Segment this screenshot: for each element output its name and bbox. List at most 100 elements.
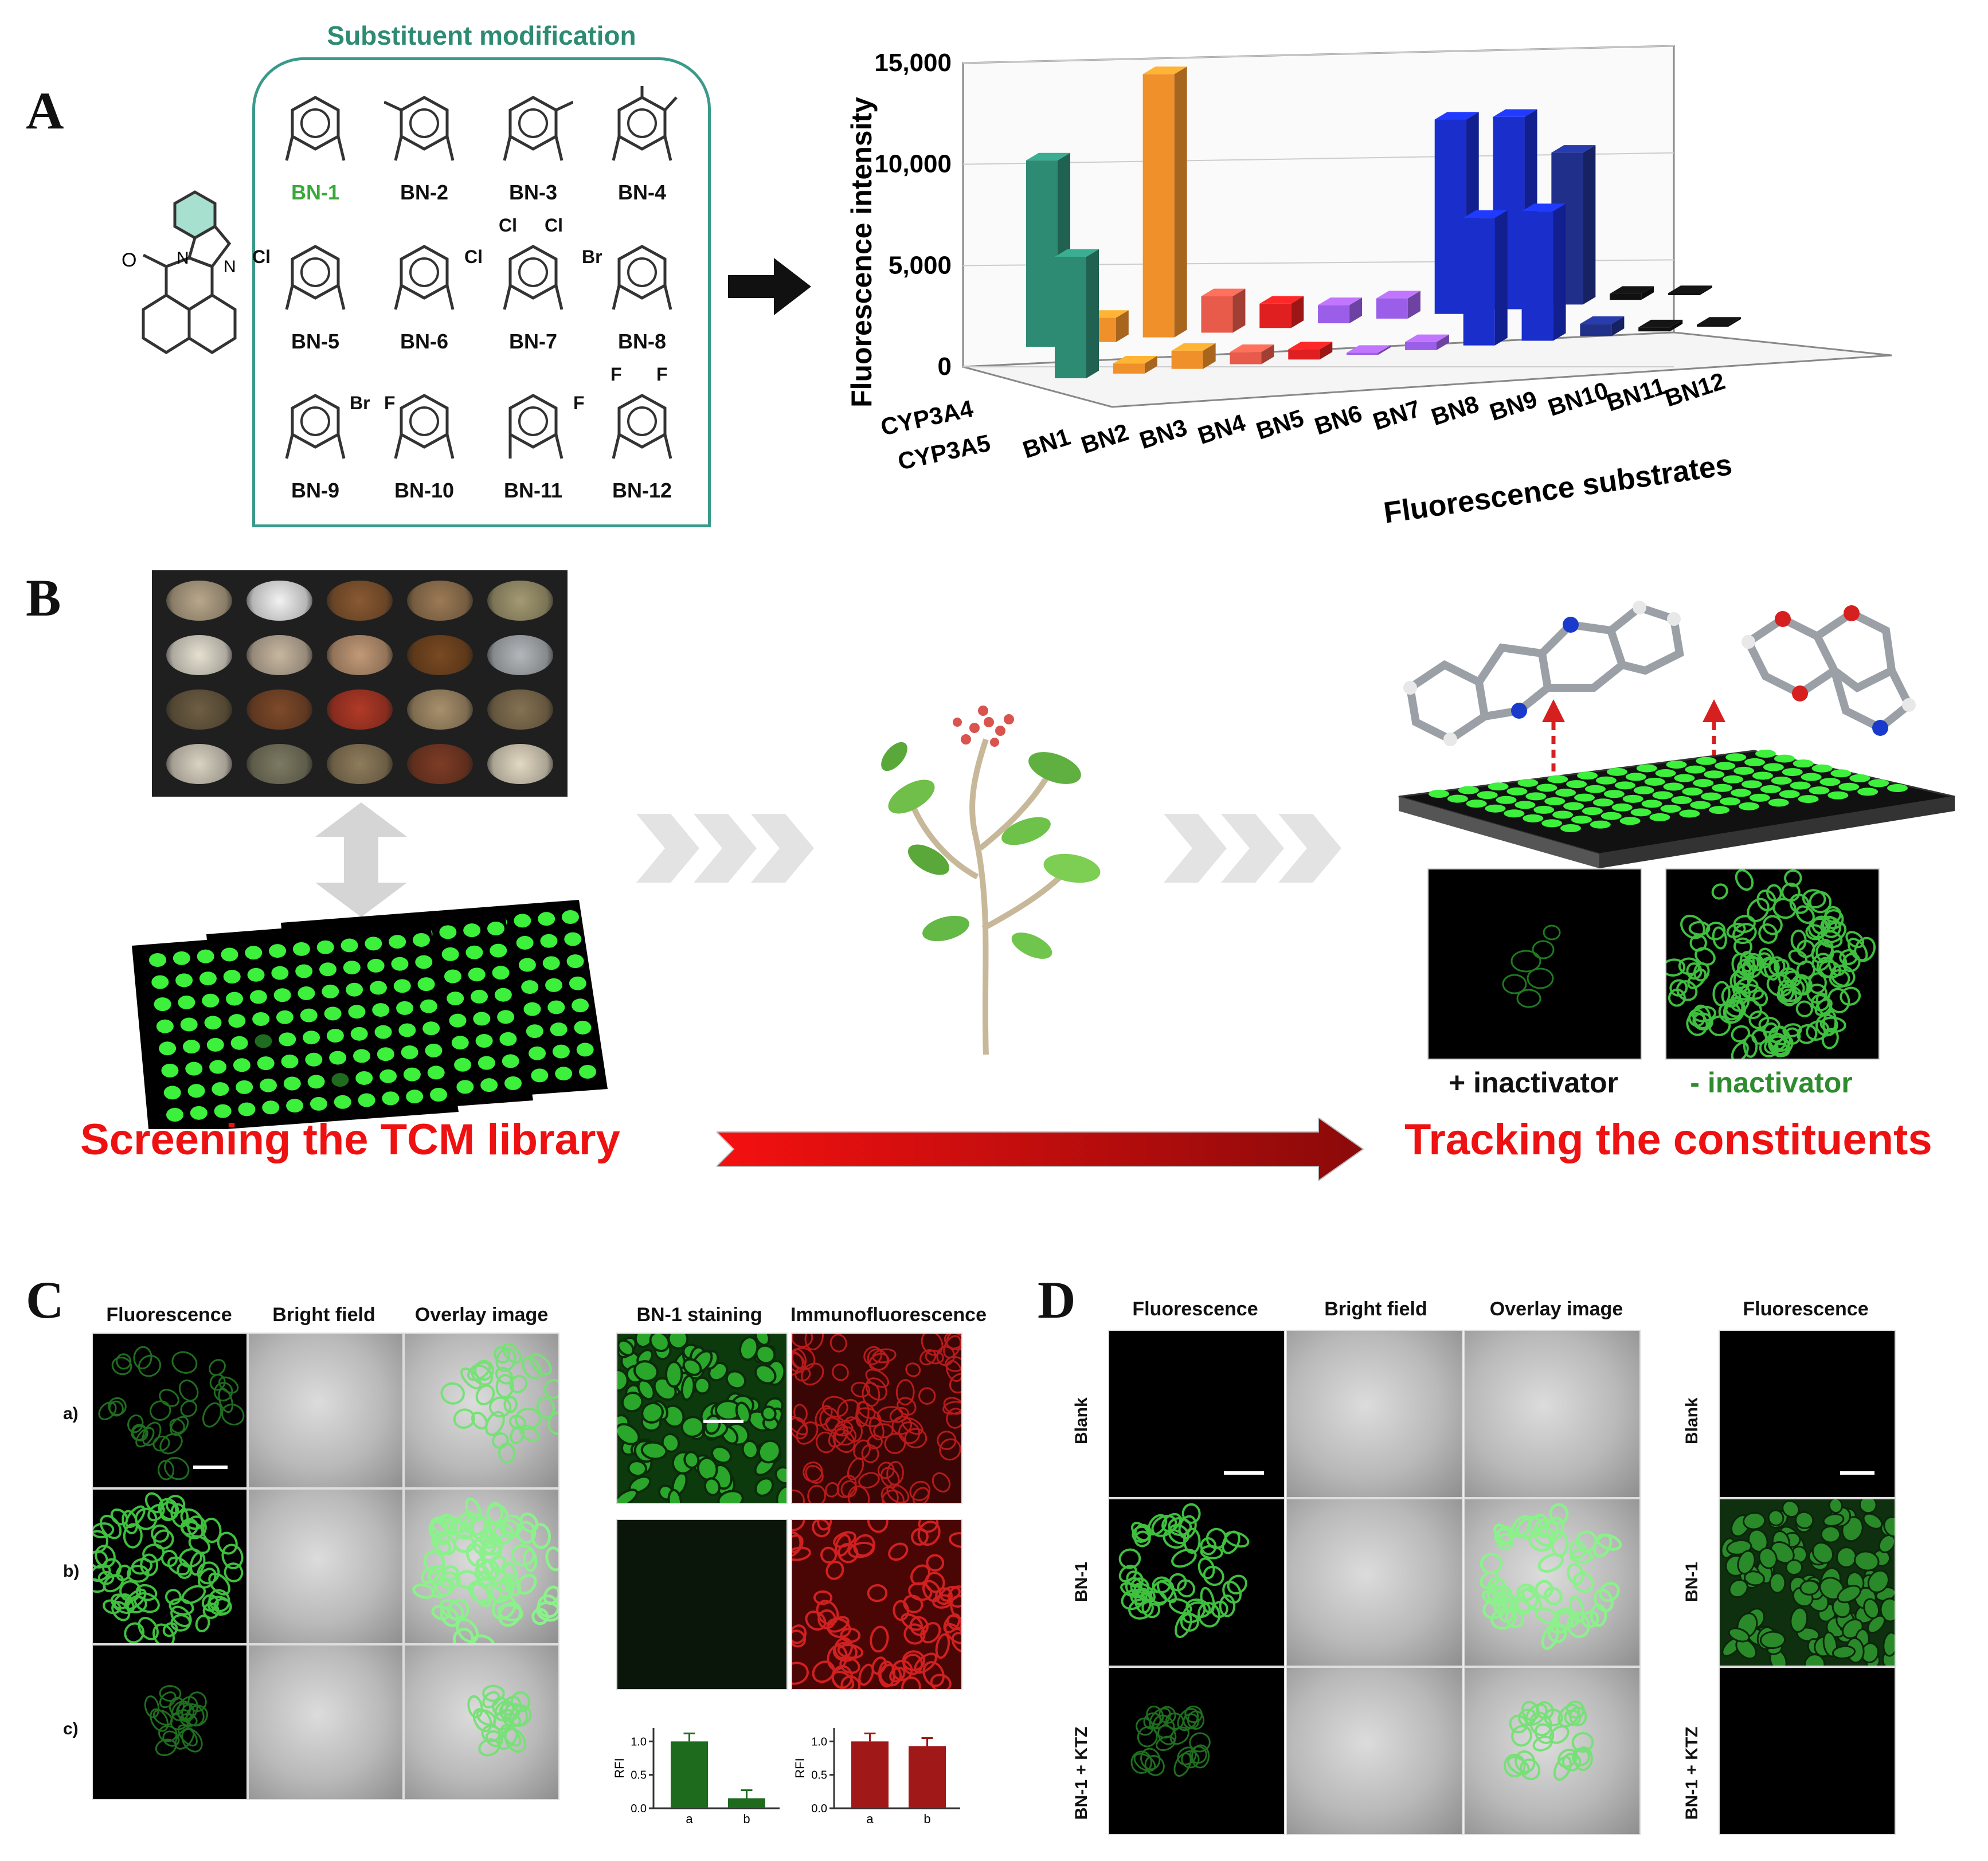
- plate-well: [1838, 782, 1860, 791]
- compound-label-bn1: BN-1: [291, 181, 339, 204]
- fluorescence-bar-chart: 0 5,000 10,000 15,000 BN1 BN2 BN3 BN4 BN5 BN6 BN7…: [846, 45, 1892, 527]
- d-right-image-bn1: [1719, 1498, 1896, 1667]
- plate-well: [1763, 763, 1784, 771]
- plate-well: [1566, 780, 1587, 789]
- herb-sample: [246, 581, 312, 621]
- x-tick-label: BN9: [1486, 385, 1540, 426]
- plate-well: [1606, 767, 1627, 776]
- plate-well: [1779, 790, 1800, 798]
- plate-well: [1868, 779, 1889, 788]
- plate-well: [1541, 819, 1563, 828]
- plate-well: [1666, 761, 1687, 769]
- plate-well: [1674, 774, 1695, 782]
- plate-well: [1809, 786, 1830, 795]
- plate-well: [1649, 813, 1670, 821]
- d-image-ktz-bright: [1286, 1667, 1463, 1835]
- rfi-y-tick: 0.0: [631, 1803, 647, 1815]
- herb-sample: [407, 581, 473, 621]
- plate-well: [1690, 801, 1711, 809]
- plate-well: [1744, 758, 1766, 766]
- plate-well: [1517, 778, 1539, 787]
- bar-CYP3A4-BN5: [1259, 296, 1304, 328]
- plate-well: [1693, 779, 1714, 788]
- x-tick-label: BN4: [1195, 409, 1249, 449]
- herb-sample: [487, 635, 553, 675]
- d-row-label-bn1: BN-1: [1072, 1561, 1091, 1602]
- rfi-bar: [851, 1741, 889, 1808]
- compound-label-bn4: BN-4: [617, 181, 666, 204]
- plate-well: [1590, 820, 1611, 829]
- compound-ring-12: [612, 394, 672, 459]
- x-tick-label: BN1: [1019, 423, 1073, 464]
- bar-CYP3A5-BN3: [1171, 343, 1216, 369]
- bar-CYP3A5-BN10: [1580, 316, 1625, 336]
- substituent-cl-7a: Cl: [499, 215, 517, 236]
- plate-well: [1679, 809, 1700, 818]
- d-image-blank-overlay: [1463, 1330, 1641, 1498]
- y-tick-label: 10,000: [874, 150, 952, 178]
- d-header-fluorescence: Fluorescence: [1132, 1298, 1258, 1320]
- plate-well: [1571, 816, 1592, 824]
- series-label-cyp3a4: CYP3A4: [878, 395, 976, 441]
- plate-well: [1560, 824, 1581, 832]
- plate-well: [1563, 802, 1584, 810]
- rfi-y-label: RFI: [613, 1758, 627, 1778]
- panel-c-letter: C: [26, 1271, 64, 1329]
- bar-CYP3A5-BN5: [1288, 342, 1333, 360]
- plate-well: [1552, 810, 1574, 819]
- substituent-cl-6: Cl: [464, 246, 483, 267]
- c-row-label-c: c): [63, 1719, 79, 1738]
- c-row-label-a: a): [63, 1404, 79, 1423]
- plate-well: [1723, 775, 1744, 783]
- plate-well: [1496, 796, 1517, 804]
- compound-ring-2: [384, 96, 455, 161]
- plate-well: [1768, 798, 1789, 807]
- d-image-blank-bright: [1286, 1330, 1463, 1498]
- rfi-bar: [909, 1746, 946, 1808]
- herb-sample: [407, 635, 473, 675]
- plate-well: [1798, 795, 1819, 804]
- c-header-bn1-staining: BN-1 staining: [636, 1304, 762, 1326]
- d-image-ktz-overlay: [1463, 1667, 1641, 1835]
- plate-well: [1584, 785, 1606, 793]
- compound-label-bn7: BN-7: [508, 330, 557, 353]
- substituent-box: [252, 57, 711, 527]
- d-right-image-blank: [1719, 1330, 1896, 1498]
- plate-well: [1477, 791, 1498, 800]
- plate-well: [1485, 804, 1506, 813]
- bar-CYP3A5-BN12: [1697, 317, 1741, 327]
- c-image-b-fluorescence: [92, 1488, 248, 1644]
- bar-CYP3A4-BN12: [1668, 285, 1712, 295]
- plate-well: [1857, 788, 1879, 796]
- plate-well: [1704, 770, 1725, 779]
- plate-well: [1641, 800, 1662, 808]
- plate-well: [1752, 771, 1773, 780]
- rfi-bar: [671, 1741, 708, 1808]
- x-tick-label: BN6: [1311, 399, 1365, 440]
- nitrogen-label-2: N: [224, 257, 236, 276]
- herb-photo-grid: [152, 570, 568, 797]
- d-image-ktz-fluorescence: [1108, 1667, 1285, 1835]
- plate-well: [1715, 762, 1736, 770]
- plate-well: [1830, 769, 1852, 778]
- c-image-c-bright: [248, 1644, 404, 1800]
- plate-well: [1771, 777, 1792, 785]
- herb-sample: [246, 689, 312, 730]
- plate-well: [1701, 792, 1722, 801]
- substituent-br-8: Br: [582, 246, 602, 267]
- rfi-y-tick: 0.5: [631, 1769, 647, 1782]
- compound-ring-4: [612, 86, 678, 161]
- compound-label-bn6: BN-6: [400, 330, 448, 353]
- bar-CYP3A5-BN2: [1113, 355, 1157, 374]
- compound-label-bn10: BN-10: [394, 479, 455, 502]
- herb-sample: [327, 635, 393, 675]
- chart-y-ticks: 0 5,000 10,000 15,000: [874, 49, 952, 381]
- plate-well: [1577, 771, 1598, 780]
- x-tick-label: BN12: [1661, 367, 1728, 412]
- y-tick-label: 5,000: [889, 251, 952, 279]
- plate-well: [1887, 784, 1908, 792]
- c-header-immunofluorescence: Immunofluorescence: [790, 1304, 987, 1326]
- d-image-bn1-fluorescence: [1108, 1498, 1285, 1667]
- tracking-caption: Tracking the constituents: [1404, 1115, 1932, 1164]
- rfi-bar-chart-green: 0.0 0.5 1.0 RFI a b: [613, 1728, 780, 1825]
